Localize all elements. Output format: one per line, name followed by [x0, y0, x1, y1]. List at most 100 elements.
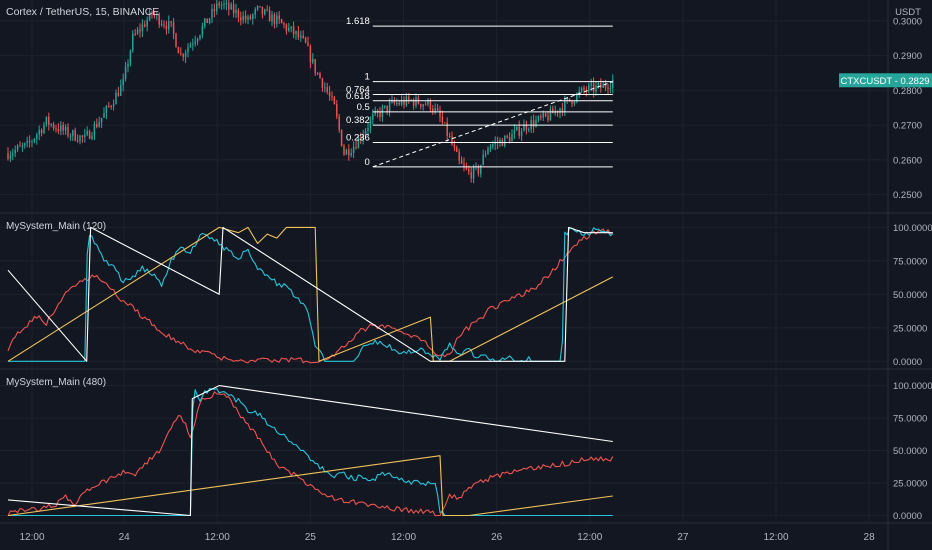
- candle: [141, 19, 144, 38]
- candle-body: [7, 152, 9, 159]
- candle-body: [350, 153, 352, 156]
- candle: [88, 129, 91, 140]
- candle-body: [379, 112, 381, 117]
- indicator-series-line: [7, 226, 613, 362]
- candle-body: [98, 122, 100, 127]
- y-tick-label: 0.2800: [893, 86, 922, 97]
- candle: [230, 2, 232, 10]
- candle-body: [384, 105, 386, 108]
- candle: [134, 29, 136, 36]
- candle-body: [300, 35, 302, 38]
- candle-body: [204, 18, 206, 27]
- candle: [175, 32, 177, 48]
- candle-body: [456, 147, 458, 152]
- indicator-title: MySystem_Main (480): [6, 377, 106, 388]
- candle-body: [302, 35, 304, 38]
- candle-body: [283, 23, 285, 25]
- candle-body: [278, 15, 280, 20]
- candle: [196, 37, 199, 46]
- candle: [36, 132, 38, 145]
- candle-body: [163, 24, 165, 26]
- candle: [21, 142, 24, 152]
- candle: [520, 127, 523, 142]
- candle: [50, 123, 52, 128]
- candle: [24, 142, 26, 149]
- x-tick-label: 27: [677, 532, 689, 543]
- candle: [264, 8, 266, 16]
- y-tick-label: 0.2700: [893, 121, 922, 132]
- candle-body: [288, 28, 290, 31]
- candle-body: [110, 106, 112, 108]
- candle: [84, 128, 86, 143]
- candle-body: [199, 35, 201, 39]
- candle: [508, 132, 511, 144]
- y-tick-label: 0.2900: [893, 51, 922, 62]
- indicator-series-line: [8, 227, 614, 363]
- candle: [268, 6, 271, 22]
- candle: [482, 149, 484, 166]
- candle: [316, 72, 319, 76]
- candle-body: [31, 141, 33, 143]
- candle: [218, 0, 220, 9]
- candle-body: [91, 135, 93, 139]
- candle: [31, 139, 33, 148]
- candle: [283, 21, 285, 29]
- overlay-layer: Cortex / TetherUS, 15, BINANCE USDT CTXCUS…: [6, 6, 932, 388]
- candle: [81, 134, 84, 143]
- candle-body: [120, 85, 122, 96]
- candle: [177, 46, 180, 54]
- candle: [556, 110, 559, 117]
- candle: [472, 164, 475, 184]
- candle-body: [609, 87, 612, 90]
- candle: [362, 129, 364, 145]
- y-tick-label: 100.0000: [893, 381, 932, 392]
- candle-body: [259, 5, 261, 7]
- candle-body: [74, 130, 76, 141]
- candle: [561, 102, 564, 117]
- candle-body: [564, 99, 566, 112]
- candle: [146, 16, 148, 32]
- candle-body: [64, 126, 67, 131]
- candle-body: [504, 135, 506, 147]
- candle-body: [36, 134, 38, 139]
- candle-body: [211, 8, 213, 19]
- candle-body: [518, 126, 520, 136]
- candle: [213, 3, 216, 18]
- candle: [458, 148, 460, 165]
- candle: [220, 1, 223, 10]
- candle: [261, 6, 264, 19]
- candle-body: [568, 98, 571, 102]
- candle-body: [69, 135, 72, 137]
- candle: [72, 129, 74, 141]
- candle-body: [230, 4, 232, 10]
- candle-body: [206, 18, 208, 24]
- candle-body: [612, 79, 614, 88]
- candle-body: [218, 3, 220, 6]
- candle-body: [184, 52, 187, 57]
- candle: [247, 14, 249, 25]
- candle-body: [105, 106, 108, 114]
- candle: [352, 141, 355, 159]
- candle: [319, 71, 321, 79]
- y-tick-label: 25.0000: [893, 323, 927, 334]
- candle: [549, 105, 552, 121]
- candle: [573, 100, 576, 107]
- candle-body: [148, 11, 151, 21]
- candle: [110, 104, 112, 110]
- candle-body: [602, 84, 604, 89]
- candle-body: [93, 124, 96, 136]
- candle-body: [21, 145, 24, 147]
- candle-body: [520, 131, 523, 136]
- candle-body: [571, 101, 573, 104]
- candle: [57, 123, 60, 135]
- candle-body: [549, 108, 552, 121]
- candle-body: [247, 16, 249, 20]
- candle: [304, 36, 307, 44]
- candle: [612, 74, 614, 94]
- candle-body: [372, 114, 374, 120]
- candle-body: [424, 104, 427, 106]
- candle: [237, 8, 240, 23]
- candle-body: [79, 135, 81, 142]
